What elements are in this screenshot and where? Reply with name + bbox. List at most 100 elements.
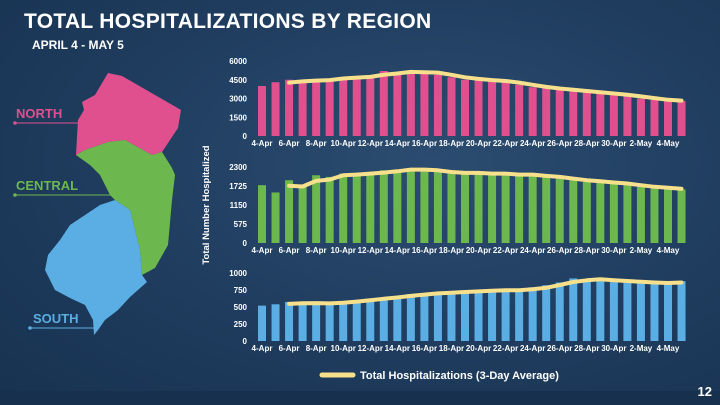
bar-north-2-May <box>636 98 645 136</box>
y-tick-label: 3000 <box>229 95 247 104</box>
x-tick-label: 22-Apr <box>493 344 518 353</box>
bar-central-17-Apr <box>433 171 442 243</box>
x-tick-label: 4-May <box>657 139 680 148</box>
x-tick-label: 28-Apr <box>574 246 599 255</box>
y-tick-label: 0 <box>243 239 248 248</box>
y-tick-label: 1725 <box>229 182 247 191</box>
south-pointer-dot <box>28 326 32 330</box>
bar-central-6-Apr <box>285 180 294 243</box>
x-tick-label: 18-Apr <box>439 246 464 255</box>
bar-north-29-Apr <box>596 93 605 136</box>
central-pointer-dot <box>13 193 17 197</box>
x-tick-label: 4-Apr <box>252 344 273 353</box>
bar-north-3-May <box>650 99 659 136</box>
region-label-central: CENTRAL <box>16 178 79 193</box>
bar-central-25-Apr <box>542 176 551 243</box>
bar-central-10-Apr <box>339 173 348 243</box>
map-region-south <box>45 200 147 335</box>
x-tick-label: 8-Apr <box>306 246 327 255</box>
bar-north-16-Apr <box>420 72 429 136</box>
bar-south-21-Apr <box>488 290 497 341</box>
average-line-north <box>287 69 684 103</box>
average-line-south <box>287 277 684 306</box>
bar-central-30-Apr <box>609 183 618 243</box>
bar-central-24-Apr <box>528 175 537 243</box>
x-tick-label: 14-Apr <box>385 246 410 255</box>
x-tick-label: 30-Apr <box>601 246 626 255</box>
x-tick-label: 16-Apr <box>412 344 437 353</box>
x-tick-label: 6-Apr <box>279 139 300 148</box>
bar-central-4-Apr <box>258 185 266 243</box>
bar-central-27-Apr <box>569 180 578 243</box>
x-tick-label: 4-Apr <box>252 246 273 255</box>
x-tick-label: 12-Apr <box>358 139 383 148</box>
bar-central-16-Apr <box>420 170 429 243</box>
bar-north-30-Apr <box>609 94 618 136</box>
bar-north-12-Apr <box>366 76 375 136</box>
x-tick-label: 26-Apr <box>547 344 572 353</box>
map-region-north <box>76 73 181 155</box>
x-tick-label: 8-Apr <box>306 344 327 353</box>
bar-south-17-Apr <box>433 292 442 341</box>
y-tick-label: 750 <box>234 286 248 295</box>
y-tick-label: 250 <box>234 320 248 329</box>
x-tick-label: 28-Apr <box>574 344 599 353</box>
bar-south-30-Apr <box>609 281 618 341</box>
x-tick-label: 20-Apr <box>466 344 491 353</box>
x-tick-label: 14-Apr <box>385 344 410 353</box>
bar-central-12-Apr <box>366 173 375 243</box>
bar-north-4-May <box>664 101 672 136</box>
x-tick-label: 22-Apr <box>493 246 518 255</box>
x-tick-label: 22-Apr <box>493 139 518 148</box>
x-tick-label: 16-Apr <box>412 139 437 148</box>
bar-central-18-Apr <box>447 173 456 243</box>
bar-south-4-May <box>664 283 672 341</box>
bar-north-5-May <box>677 101 686 136</box>
bar-central-28-Apr <box>582 181 591 243</box>
bar-central-20-Apr <box>474 171 483 243</box>
bar-central-7-Apr <box>298 186 307 243</box>
x-tick-label: 30-Apr <box>601 344 626 353</box>
bar-south-29-Apr <box>596 279 605 341</box>
bar-central-9-Apr <box>325 176 334 243</box>
average-line-central <box>287 167 684 191</box>
bar-north-10-Apr <box>339 77 348 136</box>
bar-north-19-Apr <box>461 79 469 136</box>
bar-north-4-Apr <box>258 86 266 136</box>
x-tick-label: 2-May <box>630 139 653 148</box>
bar-south-6-Apr <box>285 301 294 341</box>
x-tick-label: 10-Apr <box>331 139 356 148</box>
bar-north-11-Apr <box>352 77 361 136</box>
x-tick-label: 2-May <box>630 246 653 255</box>
bar-north-23-Apr <box>515 84 524 136</box>
north-pointer-dot <box>13 121 17 125</box>
x-tick-label: 30-Apr <box>601 139 626 148</box>
bar-south-3-May <box>650 283 659 341</box>
bar-south-5-Apr <box>271 304 280 341</box>
bar-central-14-Apr <box>393 170 402 243</box>
x-tick-label: 26-Apr <box>547 139 572 148</box>
x-tick-label: 20-Apr <box>466 139 491 148</box>
bar-central-2-May <box>636 186 645 243</box>
bar-south-12-Apr <box>366 298 375 341</box>
bar-north-26-Apr <box>555 89 564 136</box>
y-tick-label: 0 <box>243 132 248 141</box>
bar-north-1-May <box>623 96 632 136</box>
bar-north-21-Apr <box>488 81 497 136</box>
bar-south-14-Apr <box>393 296 402 341</box>
x-tick-label: 28-Apr <box>574 139 599 148</box>
page-number: 12 <box>697 384 712 399</box>
y-tick-label: 2300 <box>229 163 247 172</box>
y-tick-label: 575 <box>234 220 248 229</box>
bar-south-22-Apr <box>501 290 510 341</box>
bar-south-13-Apr <box>379 297 388 341</box>
bar-north-14-Apr <box>393 73 402 136</box>
x-tick-label: 26-Apr <box>547 246 572 255</box>
x-tick-label: 16-Apr <box>412 246 437 255</box>
x-tick-label: 6-Apr <box>279 344 300 353</box>
x-tick-label: 20-Apr <box>466 246 491 255</box>
x-tick-label: 10-Apr <box>331 246 356 255</box>
bar-central-5-May <box>677 189 686 243</box>
bar-north-28-Apr <box>582 92 591 136</box>
